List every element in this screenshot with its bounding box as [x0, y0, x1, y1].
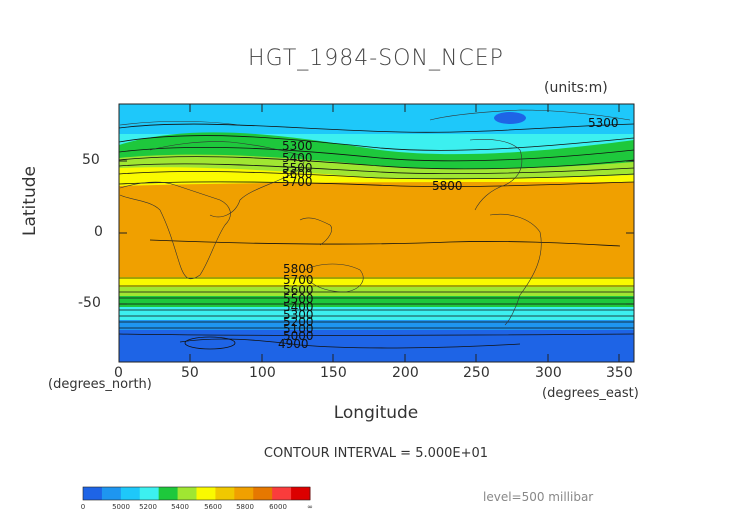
x-tick-label: 350: [606, 365, 633, 381]
colorbar-tick: 5600: [204, 503, 222, 511]
filled-contours: [119, 104, 634, 362]
colorbar-tick: 5400: [171, 503, 189, 511]
x-tick-label: 300: [535, 365, 562, 381]
level-label: level=500 millibar: [483, 490, 594, 504]
contour-label: 5800: [283, 262, 314, 276]
colorbar-swatch: [234, 487, 254, 500]
colorbar-tick: 5000: [112, 503, 130, 511]
x-tick-label: 200: [392, 365, 419, 381]
y-tick-label: 0: [94, 224, 103, 240]
colorbar-swatch: [253, 487, 273, 500]
colorbar-swatch: [139, 487, 160, 500]
colorbar-swatch: [177, 487, 197, 500]
colorbar-swatch: [272, 487, 292, 500]
colorbar-swatch: [215, 487, 235, 500]
x-axis-units: (degrees_east): [542, 386, 639, 401]
x-tick-label: 50: [181, 365, 199, 381]
contour-interval-note: CONTOUR INTERVAL = 5.000E+01: [263, 446, 489, 461]
colorbar-tick: 5800: [236, 503, 254, 511]
map-title: HGT_1984-SON_NCEP: [248, 46, 504, 71]
colorbar-swatch: [83, 487, 103, 500]
coastlines: [119, 109, 631, 326]
colorbar-tick: 5200: [139, 503, 157, 511]
contour-label: 5500: [282, 161, 313, 175]
contour-label: 5600: [283, 283, 314, 297]
colorbar-swatch: [101, 487, 122, 500]
contour-label: 5400: [283, 300, 314, 314]
y-tick-label: 50: [82, 152, 100, 168]
y-tick-label: -50: [78, 295, 101, 311]
contour-label: 5700: [283, 273, 314, 287]
colorbar-tick: 6000: [269, 503, 287, 511]
contour-label: 5300: [588, 116, 619, 130]
x-axis-label: Longitude: [333, 403, 419, 423]
colorbar-tick: ∞: [307, 503, 313, 511]
contour-label-group: 5300 5400 5500 5600 5700 5800 5800 5700 …: [278, 116, 619, 351]
contour-label: 5400: [282, 151, 313, 165]
contour-label: 5300: [283, 308, 314, 322]
contour-label: 5300: [282, 139, 313, 153]
colorbar-swatch: [196, 487, 216, 500]
contour-label: 5800: [432, 179, 463, 193]
units-label: (units:m): [544, 80, 608, 96]
contour-label: 4900: [278, 337, 309, 351]
y-axis-units: (degrees_north): [48, 377, 152, 392]
x-tick-label: 0: [114, 365, 123, 381]
contour-label: 5700: [282, 175, 313, 189]
contour-label: 5600: [282, 167, 313, 181]
contour-label: 5500: [283, 292, 314, 306]
x-tick-label: 100: [249, 365, 276, 381]
colorbar-swatch: [158, 487, 179, 500]
contour-label: 5200: [283, 315, 314, 329]
colorbar-swatch: [291, 487, 311, 500]
colorbar-tick: 0: [80, 503, 86, 511]
x-tick-label: 250: [463, 365, 490, 381]
colorbar-swatch: [120, 487, 141, 500]
x-tick-label: 150: [320, 365, 347, 381]
contour-label: 5000: [283, 329, 314, 343]
contour-label: 5100: [283, 322, 314, 336]
